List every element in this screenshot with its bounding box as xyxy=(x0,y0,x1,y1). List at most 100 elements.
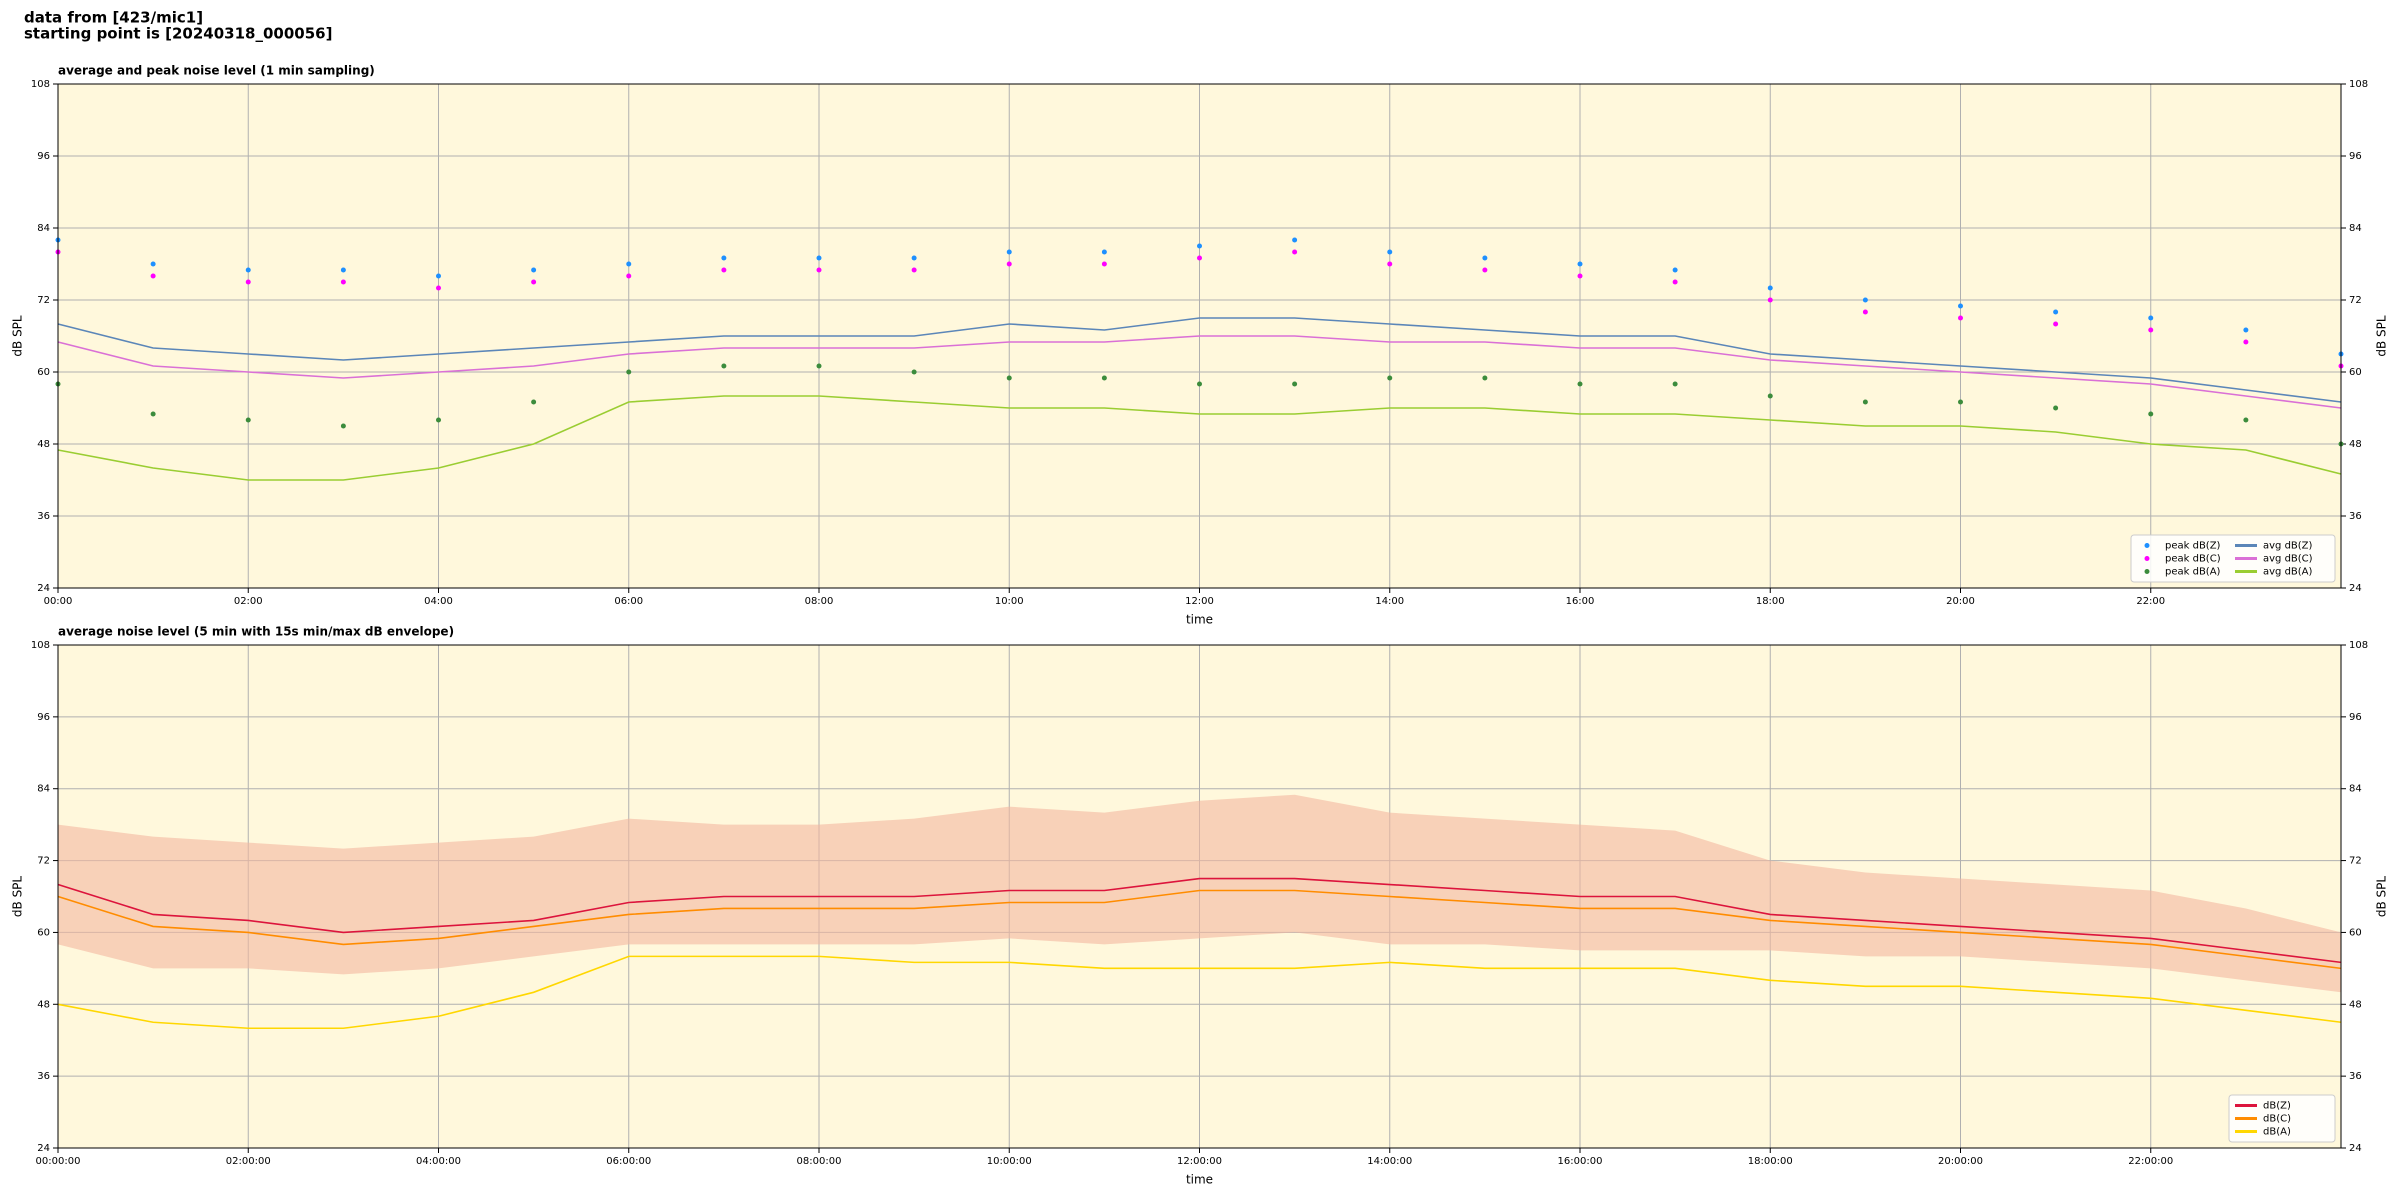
y-tick-label: 36 xyxy=(2349,511,2362,522)
peak-point xyxy=(1101,249,1107,255)
legend-marker xyxy=(2144,569,2150,574)
peak-point xyxy=(1577,273,1583,279)
peak-point xyxy=(1482,375,1488,381)
chart-title: average noise level (5 min with 15s min/… xyxy=(58,625,454,639)
series-line xyxy=(57,955,2342,1030)
x-tick-label: 22:00:00 xyxy=(2128,1156,2173,1167)
x-tick-label: 16:00 xyxy=(1566,596,1595,607)
x-tick-label: 18:00 xyxy=(1756,596,1785,607)
y-tick-label: 24 xyxy=(37,1143,50,1154)
x-tick-label: 06:00:00 xyxy=(606,1156,651,1167)
y-tick-label: 48 xyxy=(2349,999,2362,1010)
x-tick-label: 14:00:00 xyxy=(1367,1156,1412,1167)
peak-point xyxy=(2053,321,2059,327)
x-tick-label: 04:00:00 xyxy=(416,1156,461,1167)
peak-point xyxy=(1577,261,1583,267)
peak-point xyxy=(1862,297,1868,303)
y-axis-label: dB SPL xyxy=(2375,315,2389,357)
y-tick-label: 96 xyxy=(2349,151,2362,162)
legend-label: peak dB(A) xyxy=(2165,567,2221,578)
series-line xyxy=(57,889,2342,970)
peak-point xyxy=(436,285,441,291)
peak-point xyxy=(2243,327,2249,333)
peak-point xyxy=(340,279,346,285)
legend-marker xyxy=(2144,556,2150,561)
y-tick-label: 96 xyxy=(37,712,50,723)
peak-point xyxy=(1672,267,1678,273)
x-tick-label: 22:00 xyxy=(2136,596,2165,607)
legend-label: avg dB(A) xyxy=(2263,567,2313,578)
x-tick-label: 02:00:00 xyxy=(226,1156,271,1167)
x-tick-label: 12:00 xyxy=(1185,596,1214,607)
peak-point xyxy=(1387,249,1393,255)
y-tick-label: 108 xyxy=(31,640,50,651)
peak-point xyxy=(1672,279,1678,285)
peak-point xyxy=(1958,303,1963,309)
peak-point xyxy=(911,255,917,261)
peak-point xyxy=(150,261,156,267)
peak-point xyxy=(1958,399,1963,405)
y-tick-label: 36 xyxy=(2349,1071,2362,1082)
x-tick-label: 00:00:00 xyxy=(36,1156,81,1167)
peak-point xyxy=(150,273,156,279)
series-line xyxy=(57,335,2342,409)
peak-point xyxy=(245,267,251,273)
peak-point xyxy=(721,255,727,261)
peak-point xyxy=(1101,261,1107,267)
legend-label: dB(C) xyxy=(2263,1114,2291,1125)
y-tick-label: 48 xyxy=(2349,439,2362,450)
peak-point xyxy=(2243,417,2249,423)
y-tick-label: 108 xyxy=(31,79,50,90)
peak-point xyxy=(436,273,441,279)
peak-point xyxy=(1006,249,1012,255)
peak-point xyxy=(436,417,441,423)
peak-point xyxy=(1958,315,1963,321)
peak-point xyxy=(1292,249,1298,255)
peak-point xyxy=(2053,405,2059,411)
peak-point xyxy=(911,369,917,375)
y-tick-label: 48 xyxy=(37,999,50,1010)
plot-frame xyxy=(57,83,2342,589)
x-tick-label: 04:00 xyxy=(424,596,453,607)
series-line xyxy=(57,395,2342,481)
x-tick-label: 06:00 xyxy=(614,596,643,607)
peak-point xyxy=(1197,243,1202,249)
peak-point xyxy=(2148,315,2154,321)
y-tick-label: 60 xyxy=(37,927,50,938)
x-tick-label: 20:00:00 xyxy=(1938,1156,1983,1167)
peak-point xyxy=(531,279,537,285)
peak-point xyxy=(1482,267,1488,273)
peak-point xyxy=(2243,339,2249,345)
peak-point xyxy=(721,267,727,273)
peak-point xyxy=(1387,261,1393,267)
y-tick-label: 96 xyxy=(2349,712,2362,723)
peak-point xyxy=(245,417,251,423)
y-tick-label: 84 xyxy=(37,223,50,234)
legend-label: peak dB(C) xyxy=(2165,554,2221,565)
peak-point xyxy=(721,363,727,369)
peak-point xyxy=(245,279,251,285)
peak-point xyxy=(626,369,632,375)
y-tick-label: 108 xyxy=(2349,640,2368,651)
peak-point xyxy=(1577,381,1583,387)
legend-label: peak dB(Z) xyxy=(2165,541,2221,552)
x-axis-label: time xyxy=(1186,1173,1213,1187)
y-tick-label: 60 xyxy=(37,367,50,378)
y-tick-label: 72 xyxy=(37,295,50,306)
peak-point xyxy=(1482,255,1488,261)
x-tick-label: 02:00 xyxy=(234,596,263,607)
peak-point xyxy=(1862,399,1868,405)
y-axis-label: dB SPL xyxy=(11,876,25,918)
y-tick-label: 48 xyxy=(37,439,50,450)
x-tick-label: 18:00:00 xyxy=(1748,1156,1793,1167)
peak-point xyxy=(1767,285,1773,291)
legend-label: avg dB(C) xyxy=(2263,554,2313,565)
y-tick-label: 84 xyxy=(2349,784,2362,795)
y-tick-label: 96 xyxy=(37,151,50,162)
peak-point xyxy=(626,261,632,267)
y-tick-label: 60 xyxy=(2349,367,2362,378)
header-line: starting point is [20240318_000056] xyxy=(24,25,332,43)
peak-point xyxy=(1006,261,1012,267)
peak-point xyxy=(626,273,632,279)
